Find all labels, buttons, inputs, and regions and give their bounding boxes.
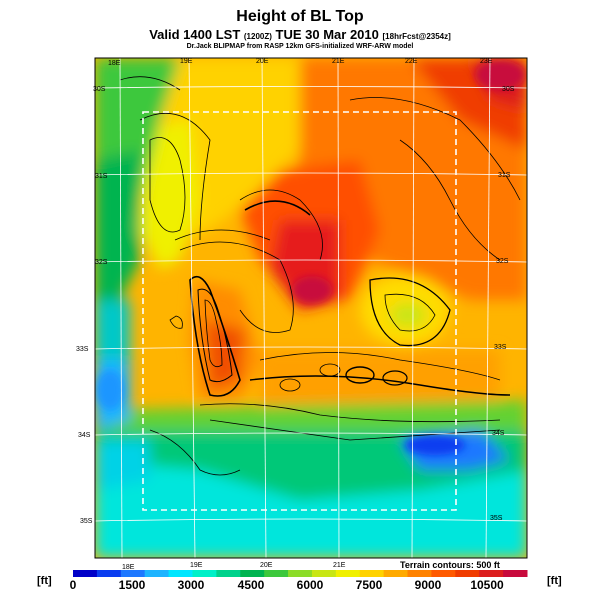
colorbar-swatch [240,570,265,577]
colorbar [73,570,528,577]
model-credit: Dr.Jack BLIPMAP from RASP 12km GFS-initi… [186,43,414,50]
lat-label-right: 35S [490,515,503,522]
colorbar-unit-right: [ft] [547,575,562,587]
colorbar-tick-label: 4500 [237,578,265,592]
colorbar-tick-label: 7500 [355,578,383,592]
lon-label-top: 19E [180,58,193,65]
lon-label-bottom: 21E [333,562,346,569]
lon-label-bottom: 19E [190,562,203,569]
lon-label-top: 23E [480,58,493,65]
lat-label-right: 32S [496,258,509,265]
colorbar-swatch [311,570,337,577]
map-title: Height of BL Top [236,8,364,25]
colorbar-swatch [455,570,480,577]
valid-time-line: Valid 1400 LST (1200Z) TUE 30 Mar 2010 [… [0,27,600,42]
colorbar-tick-label: 9000 [414,578,442,592]
lat-label-left: 32S [95,259,108,266]
lat-label-left: 34S [78,432,91,439]
colorbar-tick-label: 10500 [470,578,504,592]
terrain-contour-note: Terrain contours: 500 ft [400,560,500,570]
lat-label-right: 30S [502,86,515,93]
colorbar-unit-left: [ft] [37,575,52,587]
bl-height-field [95,58,527,558]
colorbar-swatch [383,570,409,577]
colorbar-tick-label: 6000 [296,578,324,592]
graticule [95,58,527,558]
colorbar-swatch [96,570,122,577]
forecast-date: TUE 30 Mar 2010 [275,27,379,42]
lon-label-top: 22E [405,58,418,65]
colorbar-swatch [359,570,385,577]
colorbar-swatch [192,570,217,577]
inner-domain-box [142,111,457,511]
terrain-contours [119,76,521,476]
colorbar-swatch [288,570,313,577]
colorbar-swatch [407,570,432,577]
colorbar-swatch [216,570,241,577]
lon-label-bottom: 20E [260,562,273,569]
lat-label-right: 33S [494,344,507,351]
colorbar-swatch [264,570,289,577]
colorbar-swatch [503,570,528,577]
lon-label-bottom: 18E [122,564,135,571]
valid-time: Valid 1400 LST [149,27,241,42]
colorbar-tick-label: 0 [69,578,77,592]
colorbar-swatch [73,570,98,577]
colorbar-tick-label: 3000 [177,578,205,592]
lon-label-top: 18E [108,60,121,67]
lat-label-right: 34S [492,430,505,437]
lat-label-left: 30S [93,86,106,93]
lat-label-left: 33S [76,346,89,353]
lat-label-left: 31S [95,173,108,180]
colorbar-swatch [120,570,146,577]
colorbar-swatch [168,570,193,577]
colorbar-tick-label: 1500 [118,578,146,592]
colorbar-swatch [479,570,504,577]
lat-label-right: 31S [498,172,511,179]
lat-label-left: 35S [80,518,93,525]
colorbar-swatch [144,570,170,577]
utc-time: (1200Z) [243,32,272,41]
colorbar-swatch [431,570,456,577]
forecast-info: [18hrFcst@2354z] [382,32,451,41]
lon-label-top: 21E [332,58,345,65]
lon-label-top: 20E [256,58,269,65]
colorbar-swatch [335,570,361,577]
